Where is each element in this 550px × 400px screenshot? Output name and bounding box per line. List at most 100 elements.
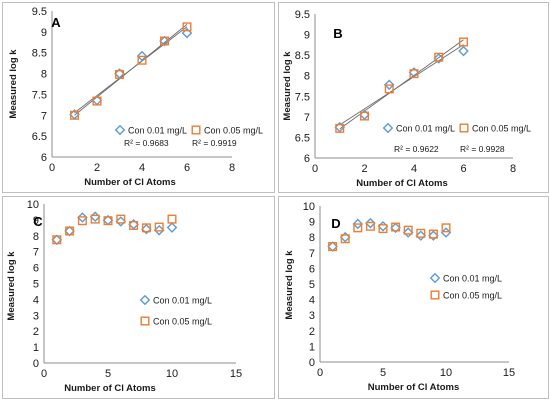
y-axis-title: Measured log k [6,251,17,321]
data-point-square [159,36,169,46]
data-point-square [328,242,338,252]
legend-marker [430,290,440,300]
y-tick-label: 5 [33,279,39,291]
y-tick-label: 10 [303,201,315,213]
x-tick-label: 2 [361,163,367,175]
data-point-square [335,123,345,133]
y-tick-label: 9 [33,215,39,227]
data-point-diamond [334,121,346,133]
panel-c-frame [2,196,275,399]
data-point-square [65,226,75,236]
panel-b: 0 2 4 6 8 6 6.5 7 7.5 8 8.5 9 9.5 Number of Cl Atoms M… [278,2,549,193]
y-tick-label: 9 [304,30,310,42]
y-tick-label: 8 [309,232,315,244]
x-tick-label: 0 [312,163,318,175]
data-point-diamond [352,218,364,230]
data-point-square [92,96,102,106]
y-tick-label: 4 [309,295,315,307]
x-axis-title: Number of Cl Atoms [84,177,175,188]
y-tick-label: 2 [309,326,315,338]
data-point-diamond [408,67,420,78]
legend-marker [139,294,151,306]
y-tick-label: 6.5 [295,132,310,144]
data-point-diamond [115,216,127,227]
panel-b-frame [278,2,549,193]
x-tick-label: 0 [49,162,55,174]
y-tick-label: 8 [304,71,310,83]
x-tick-label: 0 [41,368,47,380]
data-point-square [428,229,438,239]
data-point-square [459,37,469,47]
x-tick-label: 8 [229,162,235,174]
y-tick-label: 9.5 [32,6,47,18]
legend-label: Con 0.05 mg/L [472,124,531,134]
y-tick-label: 6 [33,263,39,275]
data-point-square [391,222,401,232]
y-tick-label: 8 [33,231,39,243]
panel-a: 0 2 4 6 8 6 6.5 7 7.5 8 8.5 9 9.5 Number of Cl Atoms M… [2,2,275,193]
data-point-diamond [415,230,427,241]
legend-label: Con 0.01 mg/L [443,274,502,284]
x-axis-title: Number of Cl Atoms [356,178,447,189]
data-point-diamond [153,224,165,236]
data-point-square [154,222,164,232]
data-point-square [365,221,375,231]
y-axis-title: Measured log k [8,49,19,119]
data-point-square [403,225,413,235]
y-tick-label: 7.5 [295,91,310,103]
legend-marker [459,123,469,133]
legend-label: Con 0.05 mg/L [443,291,502,301]
y-tick-label: 10 [27,199,39,211]
x-axis-title: Number of Cl Atoms [64,383,155,394]
data-point-diamond [402,227,414,238]
panel-d: 0 5 10 15 0 1 2 3 4 5 6 7 8 9 10 Number of Cl Atoms Meas… [278,196,549,399]
data-point-square [434,52,444,62]
data-point-square [52,235,62,245]
x-tick-label: 8 [510,163,516,175]
y-tick-label: 7 [309,248,315,260]
x-tick-label: 4 [411,163,417,175]
r-squared-label: R² = 0.9683 [124,138,169,148]
data-point-diamond [428,230,439,241]
data-point-square [141,223,151,233]
data-point-diamond [390,222,401,234]
y-tick-label: 1 [309,341,315,353]
data-point-diamond [181,27,193,39]
data-point-square [441,223,451,233]
data-point-square [77,216,87,226]
y-tick-label: 6 [309,263,315,275]
y-tick-label: 9 [41,27,47,39]
x-tick-label: 0 [317,367,323,379]
r-squared-label: R² = 0.9919 [192,138,237,148]
y-tick-label: 4 [33,294,39,306]
y-tick-label: 0 [309,357,315,369]
x-tick-label: 10 [440,367,452,379]
data-point-square [114,69,124,79]
r-squared-label: R² = 0.9622 [394,144,439,154]
data-point-square [416,228,426,238]
data-point-diamond [359,109,370,121]
data-point-square [116,214,126,224]
y-tick-label: 8 [41,69,47,81]
legend-marker [191,125,201,135]
y-tick-label: 9 [309,217,315,229]
data-point-square [90,214,100,224]
panel-letter: A [51,15,61,30]
legend-label: Con 0.05 mg/L [204,126,263,136]
data-point-square [103,216,113,226]
y-tick-label: 3 [309,310,315,322]
data-point-square [360,111,370,121]
x-tick-label: 15 [230,368,242,380]
legend-marker [382,122,394,134]
x-axis-title: Number of Cl Atoms [368,382,459,393]
x-tick-label: 6 [184,162,190,174]
legend-marker [140,316,150,326]
y-axis-title: Measured log k [284,250,295,320]
y-axis-title: Measured log k [282,51,293,121]
legend-marker [429,272,441,284]
panel-c: 0 5 10 15 0 1 2 3 4 5 6 7 8 9 10 Number of Cl Atoms Meas… [2,196,275,399]
y-tick-label: 7 [41,110,47,122]
data-point-square [353,223,363,233]
panel-a-frame [2,2,275,193]
data-point-square [409,69,419,79]
